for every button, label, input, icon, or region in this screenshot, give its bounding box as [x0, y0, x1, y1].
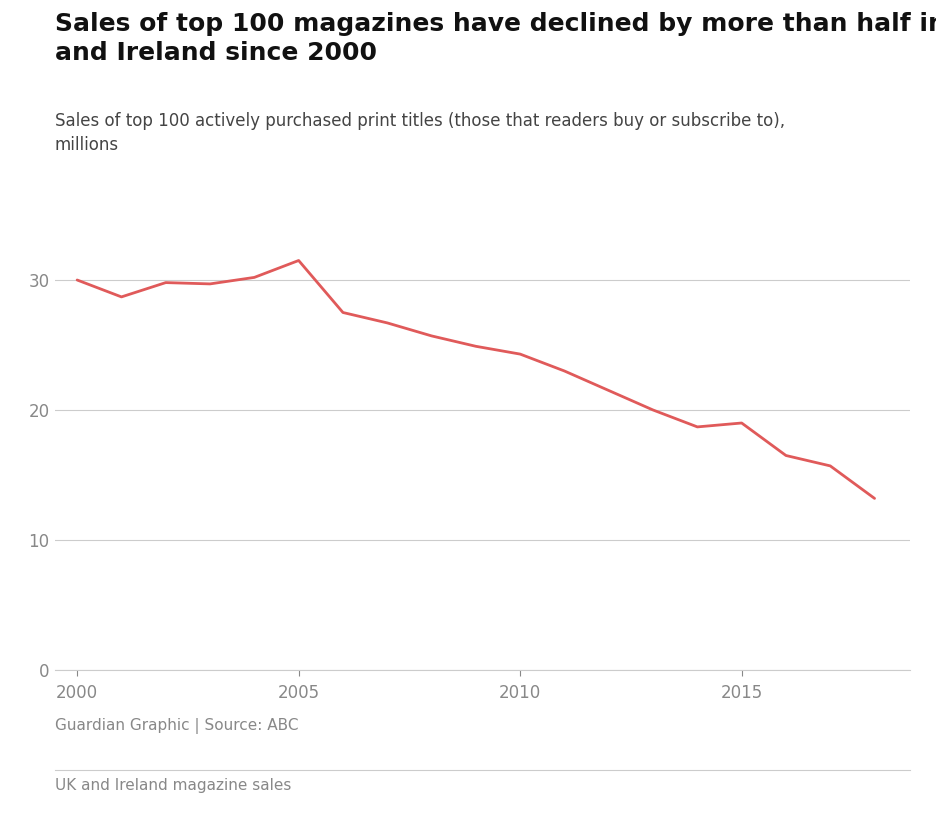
Text: Sales of top 100 magazines have declined by more than half in the UK
and Ireland: Sales of top 100 magazines have declined… [55, 12, 936, 65]
Text: Sales of top 100 actively purchased print titles (those that readers buy or subs: Sales of top 100 actively purchased prin… [55, 112, 784, 154]
Text: UK and Ireland magazine sales: UK and Ireland magazine sales [55, 778, 291, 793]
Text: Guardian Graphic | Source: ABC: Guardian Graphic | Source: ABC [55, 718, 299, 734]
